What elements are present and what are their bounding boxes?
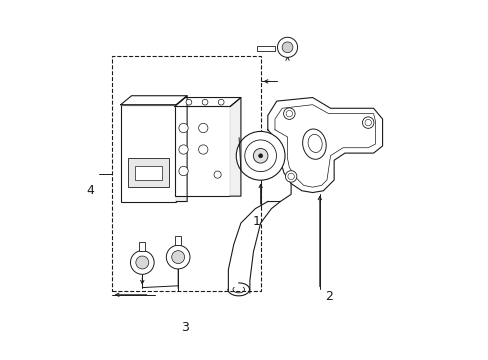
Circle shape	[198, 145, 207, 154]
Circle shape	[198, 123, 207, 133]
Circle shape	[244, 140, 276, 172]
Circle shape	[179, 166, 188, 176]
Polygon shape	[267, 98, 382, 193]
Circle shape	[285, 171, 296, 182]
Circle shape	[202, 99, 207, 105]
Circle shape	[179, 123, 188, 133]
Polygon shape	[230, 98, 241, 196]
Bar	[257, 46, 274, 51]
Circle shape	[282, 42, 292, 53]
Ellipse shape	[302, 129, 325, 159]
Circle shape	[214, 171, 221, 178]
Bar	[175, 236, 181, 245]
Polygon shape	[176, 96, 187, 202]
Circle shape	[285, 111, 292, 117]
Bar	[174, 107, 230, 196]
Bar	[112, 56, 260, 291]
Circle shape	[218, 99, 224, 105]
Circle shape	[258, 154, 262, 158]
Circle shape	[236, 131, 285, 180]
Circle shape	[277, 37, 297, 57]
Circle shape	[166, 245, 190, 269]
Circle shape	[171, 251, 184, 264]
Circle shape	[362, 117, 373, 129]
Ellipse shape	[307, 134, 322, 153]
Circle shape	[364, 120, 371, 126]
Bar	[135, 166, 162, 180]
Text: 3: 3	[181, 320, 189, 333]
Circle shape	[136, 256, 148, 269]
Circle shape	[283, 108, 294, 120]
Bar	[226, 147, 253, 165]
Text: 4: 4	[86, 184, 94, 197]
Bar	[139, 242, 145, 251]
Circle shape	[185, 99, 191, 105]
Circle shape	[253, 148, 267, 163]
Circle shape	[287, 173, 294, 180]
Circle shape	[130, 251, 154, 274]
Bar	[121, 105, 176, 202]
Polygon shape	[174, 98, 241, 107]
Text: 1: 1	[253, 215, 261, 228]
Bar	[128, 158, 169, 187]
Text: 2: 2	[324, 290, 332, 303]
Circle shape	[179, 145, 188, 154]
Polygon shape	[121, 96, 187, 105]
